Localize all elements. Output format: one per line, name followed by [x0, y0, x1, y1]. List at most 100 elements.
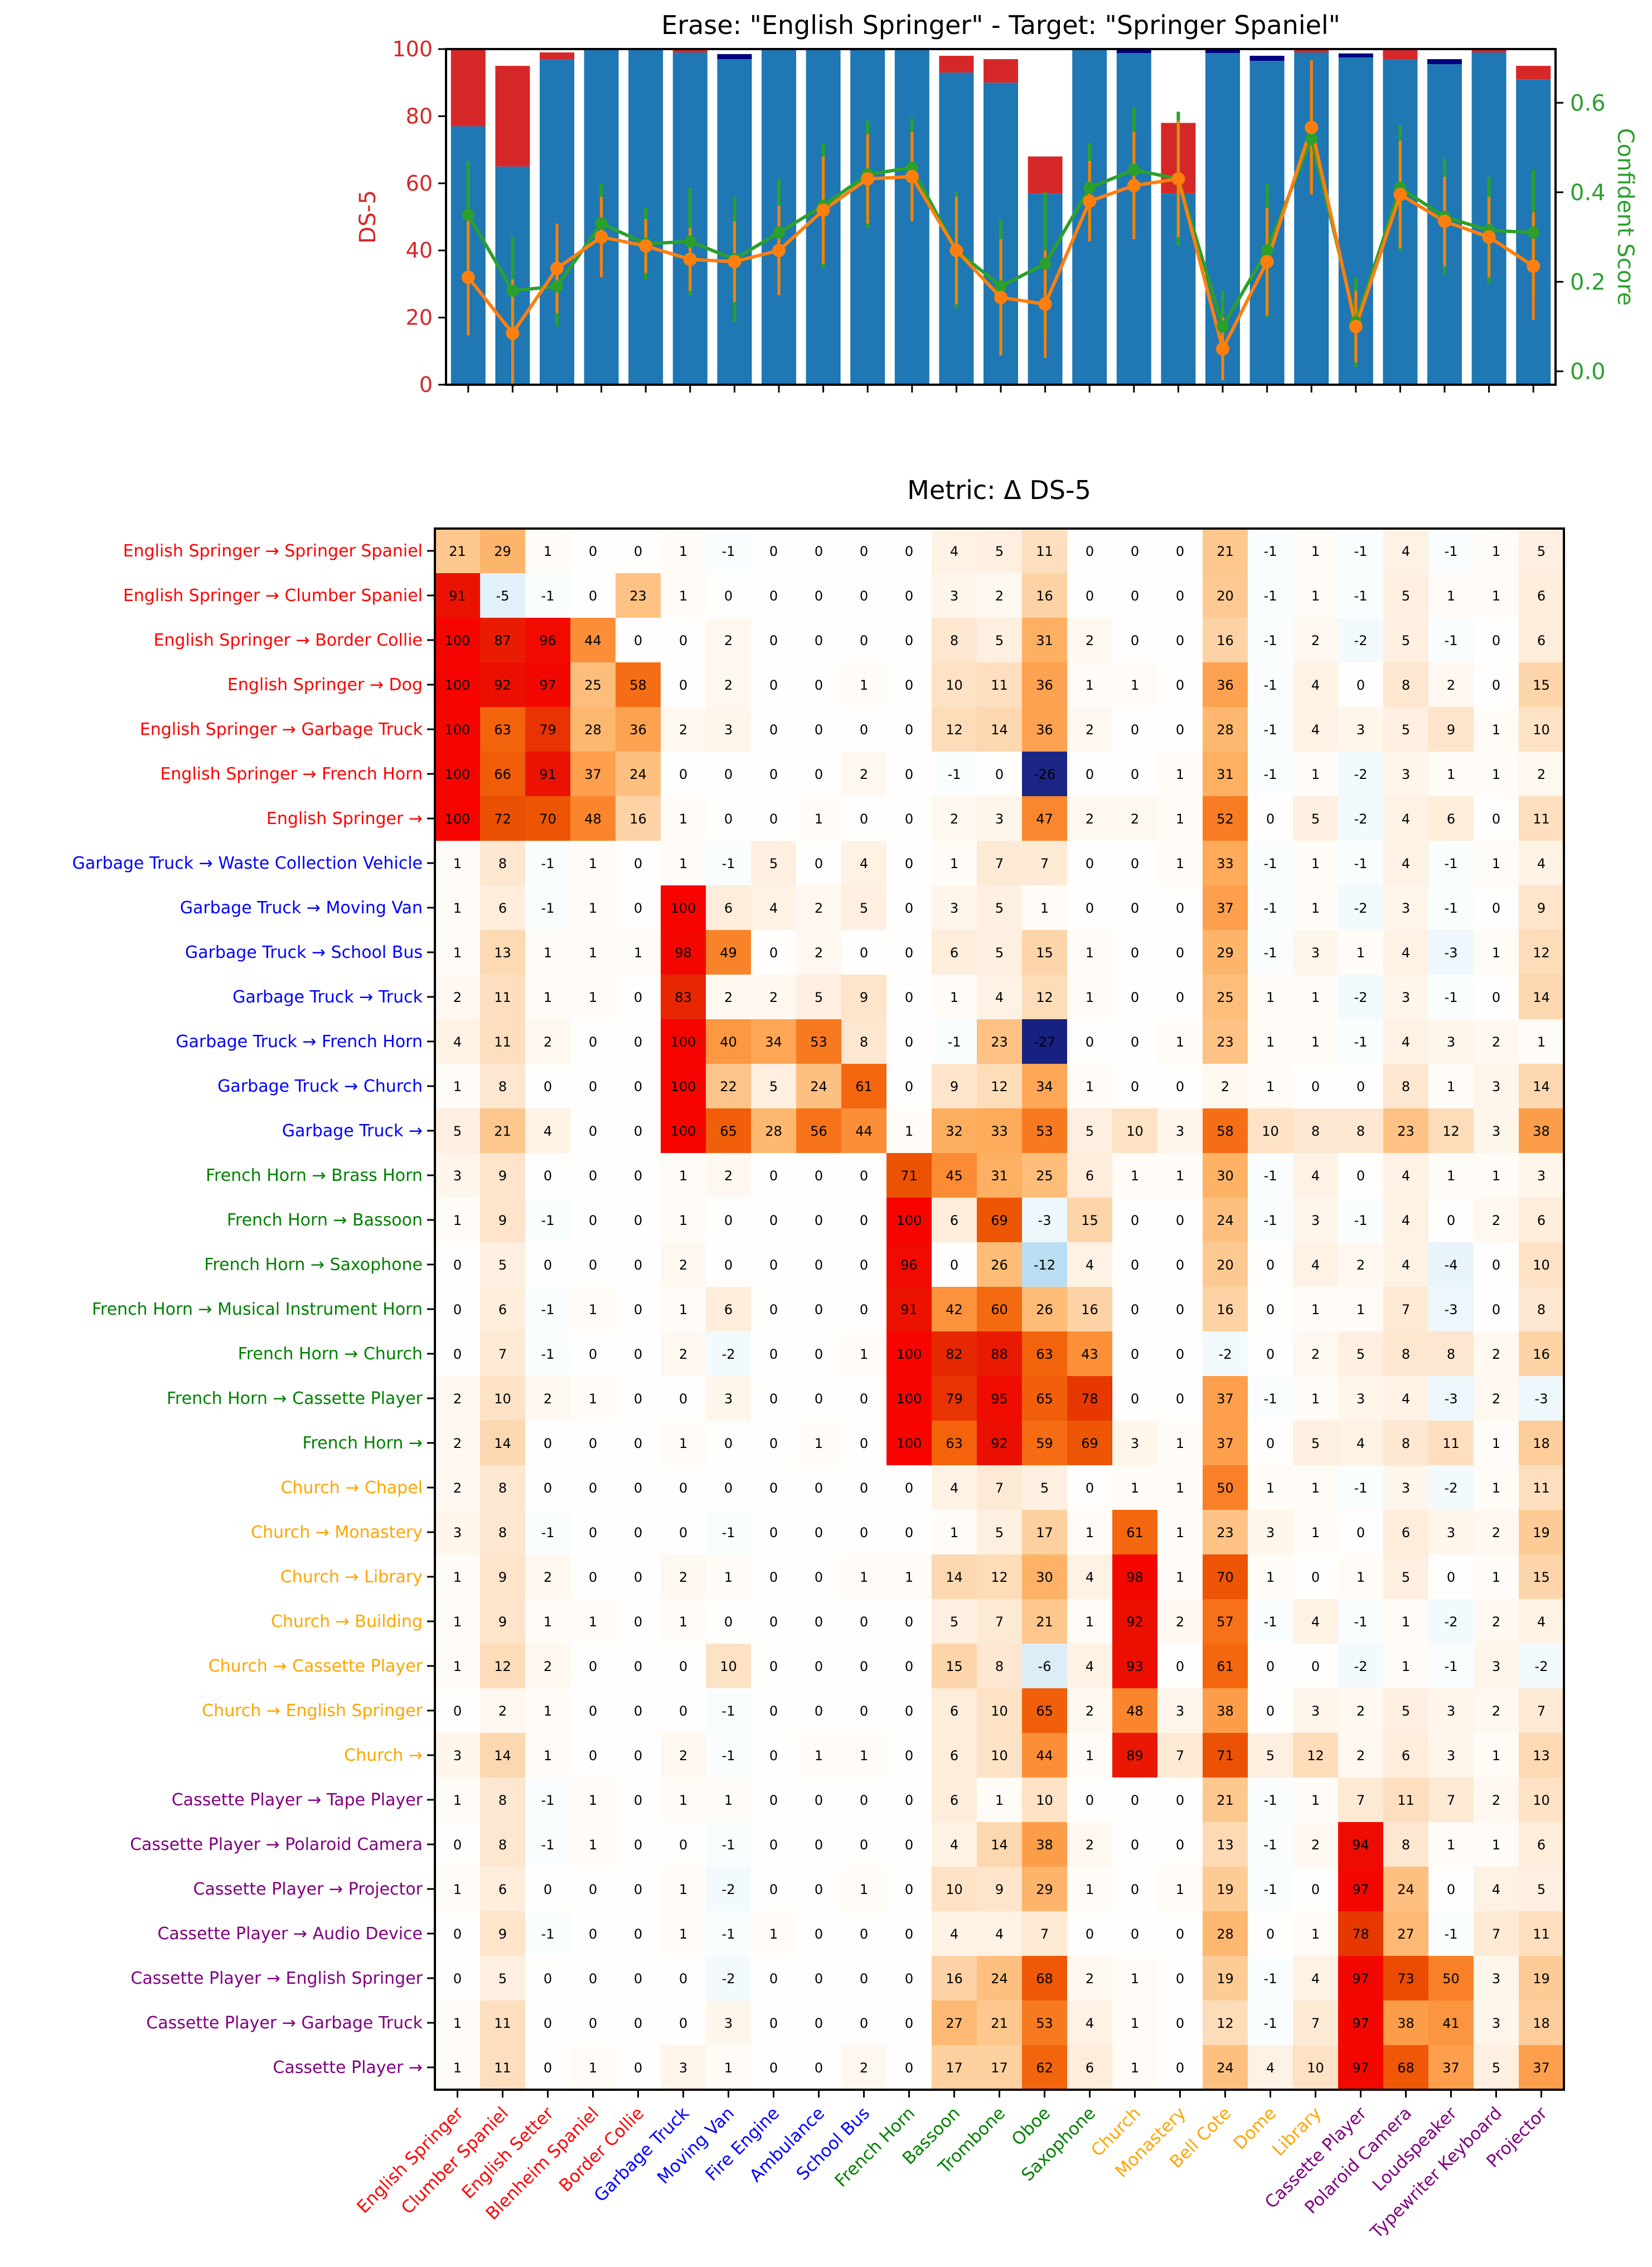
heatmap-cell-value: 1: [1176, 1168, 1184, 1184]
heatmap-cell: [1022, 752, 1067, 796]
heatmap-cell: [1248, 1064, 1293, 1108]
heatmap-cell-value: 0: [1086, 767, 1094, 782]
heatmap-cell-value: 21: [1217, 544, 1234, 559]
heatmap-cell: [977, 1465, 1022, 1510]
heatmap-cell-value: 32: [946, 1123, 963, 1139]
heatmap-cell-value: 0: [1447, 1570, 1455, 1585]
heatmap-cell-value: 10: [1307, 2060, 1324, 2076]
heatmap-cell: [1428, 1777, 1474, 1822]
heatmap-cell: [1383, 1108, 1428, 1153]
bar-navy-cap: [1116, 49, 1151, 54]
heatmap-cell-value: 7: [1311, 2016, 1320, 2031]
heatmap-cell-value: 53: [1036, 2016, 1053, 2031]
bar-red-segment: [1294, 49, 1329, 53]
green-marker: [1083, 181, 1096, 194]
heatmap-cell-value: -1: [1264, 544, 1277, 559]
heatmap-cell-value: 0: [905, 1926, 913, 1942]
heatmap-cell-value: 0: [679, 767, 687, 782]
heatmap-cell-value: 0: [905, 1525, 913, 1541]
heatmap-cell-value: 5: [1357, 1346, 1365, 1362]
heatmap-cell: [435, 1242, 480, 1287]
heatmap-cell-value: 61: [1126, 1525, 1144, 1541]
heatmap-cell: [525, 796, 570, 841]
heatmap-cell-value: 1: [679, 1926, 687, 1942]
heatmap-cell: [1338, 1644, 1383, 1688]
heatmap-cell: [525, 662, 570, 707]
heatmap-cell-value: -1: [541, 900, 555, 916]
heatmap-cell-value: 5: [1402, 588, 1410, 604]
heatmap-cell-value: 0: [1131, 1882, 1139, 1897]
heatmap-cell-value: -1: [1264, 1391, 1277, 1407]
heatmap-cell: [1203, 1554, 1248, 1599]
heatmap-cell: [1293, 1510, 1338, 1554]
heatmap-cell: [751, 2045, 796, 2090]
heatmap-cell: [1293, 1644, 1338, 1688]
orange-marker: [1083, 194, 1097, 208]
heatmap-cell: [977, 1376, 1022, 1421]
heatmap-cell-value: 15: [946, 1659, 963, 1674]
heatmap-cell: [977, 1331, 1022, 1376]
heatmap-cell-value: 0: [950, 1257, 958, 1273]
heatmap-cell-value: 3: [1176, 1703, 1184, 1719]
heatmap-cell-value: 26: [991, 1257, 1008, 1273]
heatmap-cell: [1338, 2045, 1383, 2090]
heatmap-cell-value: 0: [769, 1525, 778, 1541]
heatmap-cell-value: 0: [634, 2060, 642, 2076]
heatmap-cell-value: 11: [1533, 1480, 1550, 1496]
heatmap-cell-value: 92: [1126, 1614, 1144, 1630]
heatmap-cell: [1383, 1688, 1428, 1733]
heatmap-cell: [1519, 1198, 1564, 1242]
heatmap-cell: [1067, 573, 1112, 618]
heatmap-cell: [480, 752, 525, 796]
heatmap-cell: [570, 1554, 616, 1599]
heatmap-cell: [661, 1198, 706, 1242]
heatmap-cell: [932, 1867, 977, 1911]
bar-red-segment: [495, 66, 530, 167]
heatmap-cell-value: 8: [1537, 1302, 1546, 1317]
green-marker: [462, 208, 474, 221]
heatmap-cell-value: 0: [815, 722, 823, 738]
heatmap-cell-value: 0: [1266, 1257, 1275, 1273]
heatmap-cell: [796, 2000, 841, 2045]
orange-marker: [1438, 215, 1451, 229]
heatmap-cell: [796, 1911, 841, 1956]
heatmap-cell: [1474, 1911, 1519, 1956]
heatmap-cell: [1067, 707, 1112, 752]
heatmap-cell-value: 0: [1492, 900, 1500, 916]
heatmap-cell: [1022, 1911, 1067, 1956]
heatmap-cell-value: 0: [544, 1480, 552, 1496]
heatmap-cell: [1112, 1465, 1157, 1510]
heatmap-cell: [1067, 1911, 1112, 1956]
heatmap-cell: [1293, 885, 1338, 930]
heatmap-cell-value: 0: [1086, 1480, 1094, 1496]
bar-red-segment: [540, 52, 574, 60]
heatmap-cell-value: 2: [1131, 811, 1139, 827]
heatmap-cell: [1248, 1956, 1293, 2000]
heatmap-cell: [1383, 1867, 1428, 1911]
heatmap-cell-value: -1: [948, 1034, 961, 1050]
heatmap-cell: [1293, 707, 1338, 752]
heatmap-cell: [1428, 1956, 1474, 2000]
heatmap-cell: [1248, 1822, 1293, 1867]
heatmap-cell: [1519, 930, 1564, 975]
heatmap-cell: [525, 1644, 570, 1688]
heatmap-cell: [1293, 1198, 1338, 1242]
heatmap-cell-value: 1: [453, 1793, 462, 1808]
heatmap-cell-value: -1: [1264, 856, 1277, 871]
heatmap-cell-value: 0: [634, 1837, 642, 1853]
heatmap-cell: [1022, 1733, 1067, 1777]
heatmap-cell-value: 3: [1402, 900, 1410, 916]
heatmap-cell: [706, 1510, 751, 1554]
heatmap-cell-value: 1: [453, 1882, 462, 1897]
heatmap-cell: [1067, 1822, 1112, 1867]
heatmap-cell-value: 15: [1036, 945, 1053, 961]
heatmap-cell: [1428, 1019, 1474, 1064]
heatmap-cell: [1067, 662, 1112, 707]
heatmap-cell: [977, 1064, 1022, 1108]
heatmap-cell: [841, 1822, 886, 1867]
heatmap-cell-value: 2: [1492, 1391, 1500, 1407]
heatmap-cell: [1428, 885, 1474, 930]
heatmap-cell-value: -1: [541, 1926, 555, 1942]
heatmap-cell-value: 0: [815, 544, 823, 559]
orange-marker: [905, 169, 919, 183]
